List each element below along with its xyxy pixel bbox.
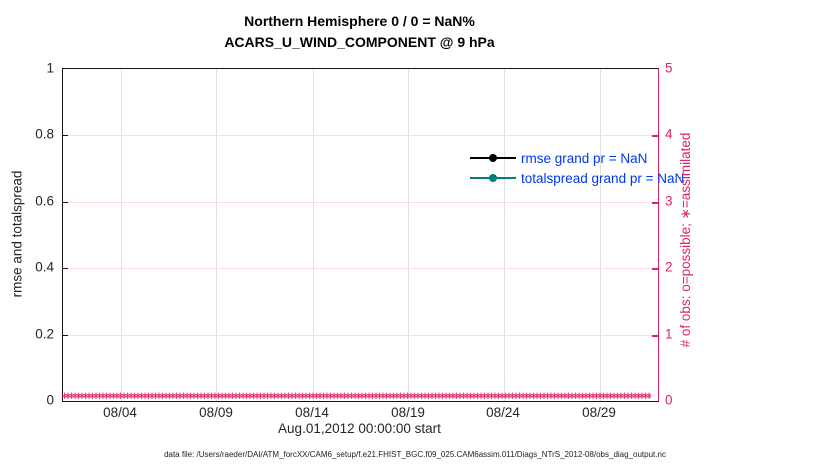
right-axis-tick-mark: [652, 335, 658, 337]
gridline-horizontal: [63, 335, 658, 336]
left-y-tick-label: 0.4: [35, 259, 54, 275]
right-axis-tick-mark: [652, 202, 658, 204]
chart-subtitle: ACARS_U_WIND_COMPONENT @ 9 hPa: [224, 34, 495, 50]
left-y-tick-label: 0.6: [35, 193, 54, 209]
x-tick-label: 08/19: [391, 405, 425, 420]
left-y-axis-label: rmse and totalspread: [9, 170, 25, 298]
x-tick-label: 08/24: [486, 405, 520, 420]
legend-line-icon: [470, 154, 516, 162]
left-y-tick-label: 0.2: [35, 326, 54, 342]
legend: rmse grand pr = NaN totalspread grand pr…: [470, 148, 684, 188]
circle-marker-icon: [489, 154, 497, 162]
legend-line-icon: [470, 174, 516, 182]
assimilated-zero-marker-band: ****************************************…: [61, 391, 651, 406]
x-tick-label: 08/29: [582, 405, 616, 420]
right-axis-tick-mark: [652, 135, 658, 137]
left-axis-tick-mark: [63, 202, 68, 203]
gridline-vertical: [313, 69, 314, 401]
gridline-horizontal: [63, 135, 658, 136]
gridline-vertical: [121, 69, 122, 401]
gridline-vertical: [216, 69, 217, 401]
gridline-horizontal: [63, 202, 658, 203]
x-tick-label: 08/04: [103, 405, 137, 420]
right-y-tick-label: 4: [665, 126, 673, 142]
right-y-tick-label: 1: [665, 326, 673, 342]
right-y-tick-label: 5: [665, 60, 673, 76]
right-axis-tick-mark: [652, 268, 658, 270]
left-y-tick-label: 1: [46, 60, 54, 76]
right-y-tick-label: 2: [665, 259, 673, 275]
left-axis-tick-mark: [63, 335, 68, 336]
left-y-tick-label: 0.8: [35, 126, 54, 142]
chart-title: Northern Hemisphere 0 / 0 = NaN%: [244, 13, 475, 29]
x-tick-label: 08/14: [295, 405, 329, 420]
datafile-annotation: data file: /Users/raeder/DAI/ATM_forcXX/…: [164, 450, 666, 459]
plot-area: rmse grand pr = NaN totalspread grand pr…: [62, 68, 684, 402]
gridline-horizontal: [63, 268, 658, 269]
right-y-tick-label: 0: [665, 392, 673, 408]
chart-title-block: Northern Hemisphere 0 / 0 = NaN% ACARS_U…: [62, 11, 657, 53]
legend-row-rmse: rmse grand pr = NaN: [470, 148, 684, 168]
right-y-axis-label: # of obs: o=possible; ∗=assimilated: [678, 132, 693, 348]
gridline-vertical: [504, 69, 505, 401]
x-tick-label: 08/09: [199, 405, 233, 420]
legend-label-totalspread: totalspread grand pr = NaN: [521, 170, 685, 186]
gridline-vertical: [600, 69, 601, 401]
left-axis-tick-mark: [63, 268, 68, 269]
left-axis-tick-mark: [63, 135, 68, 136]
x-axis-label: Aug.01,2012 00:00:00 start: [278, 421, 441, 436]
gridline-vertical: [408, 69, 409, 401]
legend-row-totalspread: totalspread grand pr = NaN: [470, 168, 684, 188]
circle-marker-icon: [489, 174, 497, 182]
left-y-tick-label: 0: [46, 392, 54, 408]
right-y-tick-label: 3: [665, 193, 673, 209]
legend-label-rmse: rmse grand pr = NaN: [521, 150, 648, 166]
